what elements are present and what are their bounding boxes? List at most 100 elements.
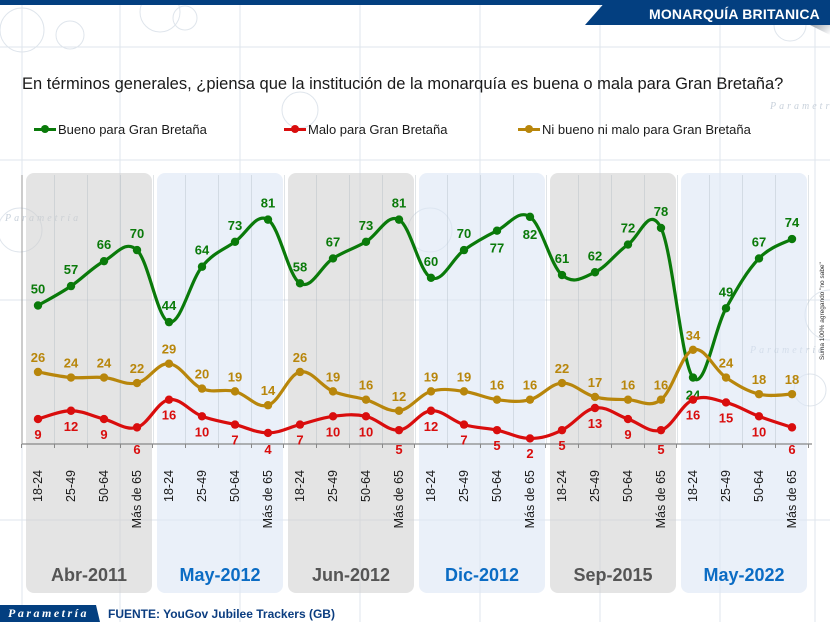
series-malo-point [197, 412, 207, 421]
series-bueno-data-label: 77 [490, 241, 504, 256]
series-bueno-point [33, 301, 43, 310]
series-malo-data-label: 7 [460, 433, 467, 448]
series-malo-point [263, 428, 273, 438]
series-malo-data-label: 12 [64, 419, 78, 434]
series-bueno-point [590, 268, 600, 277]
series-ni-bueno-ni-malo-point [787, 389, 797, 399]
series-malo-data-label: 7 [296, 433, 303, 448]
series-malo-data-label: 2 [526, 446, 533, 461]
series-ni-bueno-ni-malo-data-label: 20 [195, 367, 209, 382]
side-note: Suma 100% agregando "no sabe" [819, 262, 826, 360]
series-malo-point [33, 414, 43, 424]
series-malo-point [688, 395, 698, 404]
series-malo-point [164, 395, 174, 404]
series-malo-data-label: 6 [788, 442, 795, 457]
series-ni-bueno-ni-malo-point [557, 378, 567, 388]
series-malo-data-label: 5 [558, 438, 565, 453]
series-malo-point [426, 406, 436, 415]
period-panel: Sep-2015 [550, 173, 676, 593]
legend-label: Bueno para Gran Bretaña [58, 122, 207, 137]
series-malo-point [656, 425, 666, 435]
series-bueno-data-label: 82 [523, 227, 537, 242]
legend-swatch-gold [518, 125, 540, 133]
series-malo-data-label: 4 [264, 442, 272, 457]
period-panel: Dic-2012 [419, 173, 545, 593]
series-ni-bueno-ni-malo-data-label: 26 [293, 350, 307, 365]
series-ni-bueno-ni-malo-data-label: 34 [686, 328, 701, 343]
series-malo-data-label: 12 [424, 419, 438, 434]
series-ni-bueno-ni-malo-data-label: 16 [359, 378, 373, 393]
series-bueno-point [426, 273, 436, 282]
series-ni-bueno-ni-malo-data-label: 22 [130, 361, 144, 376]
series-malo-point [492, 425, 502, 435]
series-bueno-point [295, 279, 305, 288]
series-malo-point [525, 434, 535, 443]
series-ni-bueno-ni-malo-point [328, 387, 338, 396]
legend-swatch-red [284, 125, 306, 133]
series-bueno-point [623, 240, 633, 249]
series-malo-data-label: 10 [326, 424, 340, 439]
logo-text: Parametría [8, 606, 89, 620]
legend: Bueno para Gran Bretaña Malo para Gran B… [0, 122, 830, 142]
series-bueno-point [328, 254, 338, 263]
series-malo-data-label: 13 [588, 416, 602, 431]
series-ni-bueno-ni-malo-data-label: 24 [64, 356, 79, 371]
period-label: May-2022 [703, 565, 785, 585]
series-bueno-point [197, 262, 207, 271]
series-bueno-point [132, 245, 142, 255]
series-bueno-data-label: 73 [228, 218, 242, 233]
series-ni-bueno-ni-malo-point [492, 395, 502, 404]
series-malo-data-label: 16 [162, 408, 176, 423]
header-title: MONARQUÍA BRITANICA [648, 6, 820, 22]
series-malo-data-label: 9 [100, 427, 107, 442]
series-malo-point [328, 412, 338, 421]
series-ni-bueno-ni-malo-point [754, 389, 764, 399]
series-bueno-data-label: 57 [64, 262, 78, 277]
legend-item-ni-bueno-ni-malo: Ni bueno ni malo para Gran Bretaña [518, 122, 751, 137]
series-ni-bueno-ni-malo-point [295, 367, 305, 377]
series-malo-point [623, 414, 633, 424]
series-malo-point [66, 406, 76, 415]
series-bueno-point [492, 226, 502, 235]
series-malo-point [99, 414, 109, 424]
series-ni-bueno-ni-malo-point [623, 395, 633, 404]
series-malo-data-label: 9 [624, 427, 631, 442]
series-ni-bueno-ni-malo-point [590, 392, 600, 402]
series-ni-bueno-ni-malo-data-label: 19 [424, 369, 438, 384]
series-ni-bueno-ni-malo-data-label: 18 [785, 372, 799, 387]
series-bueno-data-label: 58 [293, 259, 307, 274]
series-bueno-point [525, 212, 535, 222]
series-malo-point [557, 425, 567, 435]
header-bar [0, 0, 830, 5]
series-bueno-point [787, 234, 797, 244]
series-ni-bueno-ni-malo-data-label: 16 [523, 378, 537, 393]
series-ni-bueno-ni-malo-point [197, 384, 207, 393]
legend-item-malo: Malo para Gran Bretaña [284, 122, 447, 137]
series-malo-point [721, 398, 731, 407]
legend-item-bueno: Bueno para Gran Bretaña [34, 122, 207, 137]
chart-title: En términos generales, ¿piensa que la in… [22, 75, 784, 93]
series-malo-point [787, 423, 797, 432]
series-bueno-point [754, 254, 764, 263]
series-ni-bueno-ni-malo-data-label: 26 [31, 350, 45, 365]
series-bueno-point [688, 373, 698, 382]
series-bueno-data-label: 67 [752, 234, 766, 249]
legend-label: Ni bueno ni malo para Gran Bretaña [542, 122, 751, 137]
series-malo-data-label: 16 [686, 408, 700, 423]
period-panel: Jun-2012 [288, 173, 414, 593]
series-bueno-data-label: 60 [424, 254, 438, 269]
period-label: Sep-2015 [573, 565, 653, 585]
header-tab [585, 0, 830, 25]
series-bueno-data-label: 49 [719, 284, 733, 299]
series-bueno-point [230, 237, 240, 246]
series-malo-point [754, 412, 764, 421]
series-bueno-point [656, 223, 666, 233]
series-malo-point [230, 420, 240, 429]
series-bueno-data-label: 61 [555, 251, 569, 266]
series-bueno-point [721, 304, 731, 313]
series-malo-point [590, 403, 600, 413]
series-bueno-data-label: 62 [588, 248, 602, 263]
series-bueno-data-label: 78 [654, 204, 668, 219]
series-ni-bueno-ni-malo-data-label: 24 [719, 356, 734, 371]
series-malo-data-label: 9 [34, 427, 41, 442]
